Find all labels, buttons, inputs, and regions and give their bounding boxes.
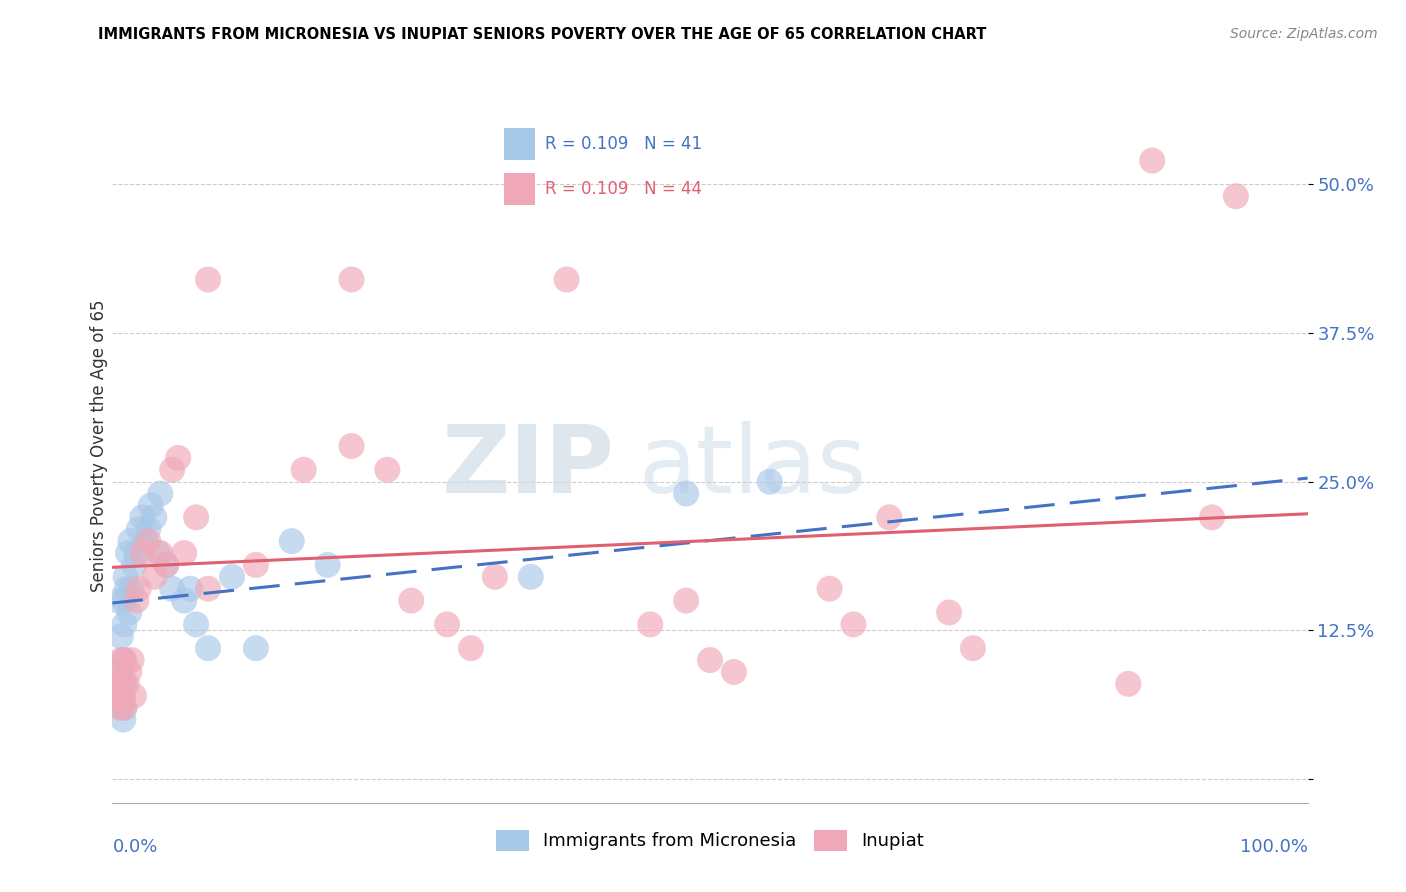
Point — [340, 439, 363, 453]
Point — [115, 582, 138, 596]
Point — [131, 510, 153, 524]
Point — [114, 617, 135, 632]
Point — [107, 593, 129, 607]
Point — [115, 677, 138, 691]
Text: IMMIGRANTS FROM MICRONESIA VS INUPIAT SENIORS POVERTY OVER THE AGE OF 65 CORRELA: IMMIGRANTS FROM MICRONESIA VS INUPIAT SE… — [98, 27, 987, 42]
Point — [281, 534, 304, 549]
Point — [316, 558, 339, 572]
Point — [138, 522, 160, 536]
Point — [197, 641, 219, 656]
Legend: Immigrants from Micronesia, Inupiat: Immigrants from Micronesia, Inupiat — [489, 822, 931, 858]
Point — [842, 617, 865, 632]
Text: ZIP: ZIP — [441, 421, 614, 514]
Point — [138, 534, 160, 549]
Point — [1225, 189, 1247, 203]
Point — [401, 593, 423, 607]
Point — [162, 582, 183, 596]
Point — [699, 653, 721, 667]
Point — [879, 510, 901, 524]
Point — [377, 463, 399, 477]
Point — [110, 629, 132, 643]
Point — [759, 475, 782, 489]
Point — [484, 570, 506, 584]
Text: Source: ZipAtlas.com: Source: ZipAtlas.com — [1230, 27, 1378, 41]
Point — [143, 570, 166, 584]
Point — [460, 641, 482, 656]
Point — [111, 665, 134, 679]
Text: atlas: atlas — [638, 421, 866, 514]
Point — [112, 689, 135, 703]
Point — [675, 593, 697, 607]
Point — [155, 558, 177, 572]
Point — [436, 617, 458, 632]
Point — [107, 677, 129, 691]
Point — [111, 677, 134, 691]
Y-axis label: Seniors Poverty Over the Age of 65: Seniors Poverty Over the Age of 65 — [90, 300, 108, 592]
Point — [117, 546, 139, 560]
Point — [108, 665, 131, 679]
Point — [520, 570, 543, 584]
Point — [818, 582, 841, 596]
Point — [118, 665, 141, 679]
Point — [139, 499, 162, 513]
Point — [167, 450, 190, 465]
Point — [555, 272, 578, 286]
Point — [121, 582, 143, 596]
Point — [149, 546, 172, 560]
Point — [111, 689, 134, 703]
Point — [292, 463, 315, 477]
Point — [108, 700, 131, 714]
Point — [135, 534, 157, 549]
Point — [122, 689, 145, 703]
Point — [125, 593, 148, 607]
Point — [675, 486, 697, 500]
Point — [118, 606, 141, 620]
Point — [186, 510, 208, 524]
Point — [114, 700, 135, 714]
Point — [128, 582, 150, 596]
Point — [1201, 510, 1223, 524]
Point — [938, 606, 960, 620]
Point — [245, 558, 267, 572]
Point — [114, 653, 135, 667]
Point — [340, 272, 363, 286]
Point — [186, 617, 208, 632]
Text: 100.0%: 100.0% — [1240, 838, 1308, 856]
Point — [125, 546, 148, 560]
Point — [962, 641, 984, 656]
Point — [112, 713, 135, 727]
Point — [114, 677, 135, 691]
Point — [143, 510, 166, 524]
Point — [112, 653, 135, 667]
Point — [114, 570, 136, 584]
Point — [640, 617, 662, 632]
Point — [197, 582, 219, 596]
Point — [1118, 677, 1140, 691]
Point — [723, 665, 745, 679]
Point — [114, 700, 135, 714]
Point — [110, 653, 132, 667]
Point — [114, 593, 135, 607]
Point — [173, 546, 195, 560]
Point — [105, 677, 128, 691]
Point — [131, 546, 153, 560]
Point — [107, 689, 129, 703]
Point — [162, 463, 183, 477]
Point — [120, 534, 142, 549]
Point — [197, 272, 219, 286]
Point — [245, 641, 267, 656]
Point — [149, 486, 172, 500]
Point — [121, 653, 143, 667]
Text: 0.0%: 0.0% — [112, 838, 157, 856]
Point — [1142, 153, 1164, 168]
Point — [122, 558, 145, 572]
Point — [179, 582, 201, 596]
Point — [155, 558, 177, 572]
Point — [128, 522, 150, 536]
Point — [110, 700, 132, 714]
Point — [221, 570, 243, 584]
Point — [146, 546, 169, 560]
Point — [173, 593, 195, 607]
